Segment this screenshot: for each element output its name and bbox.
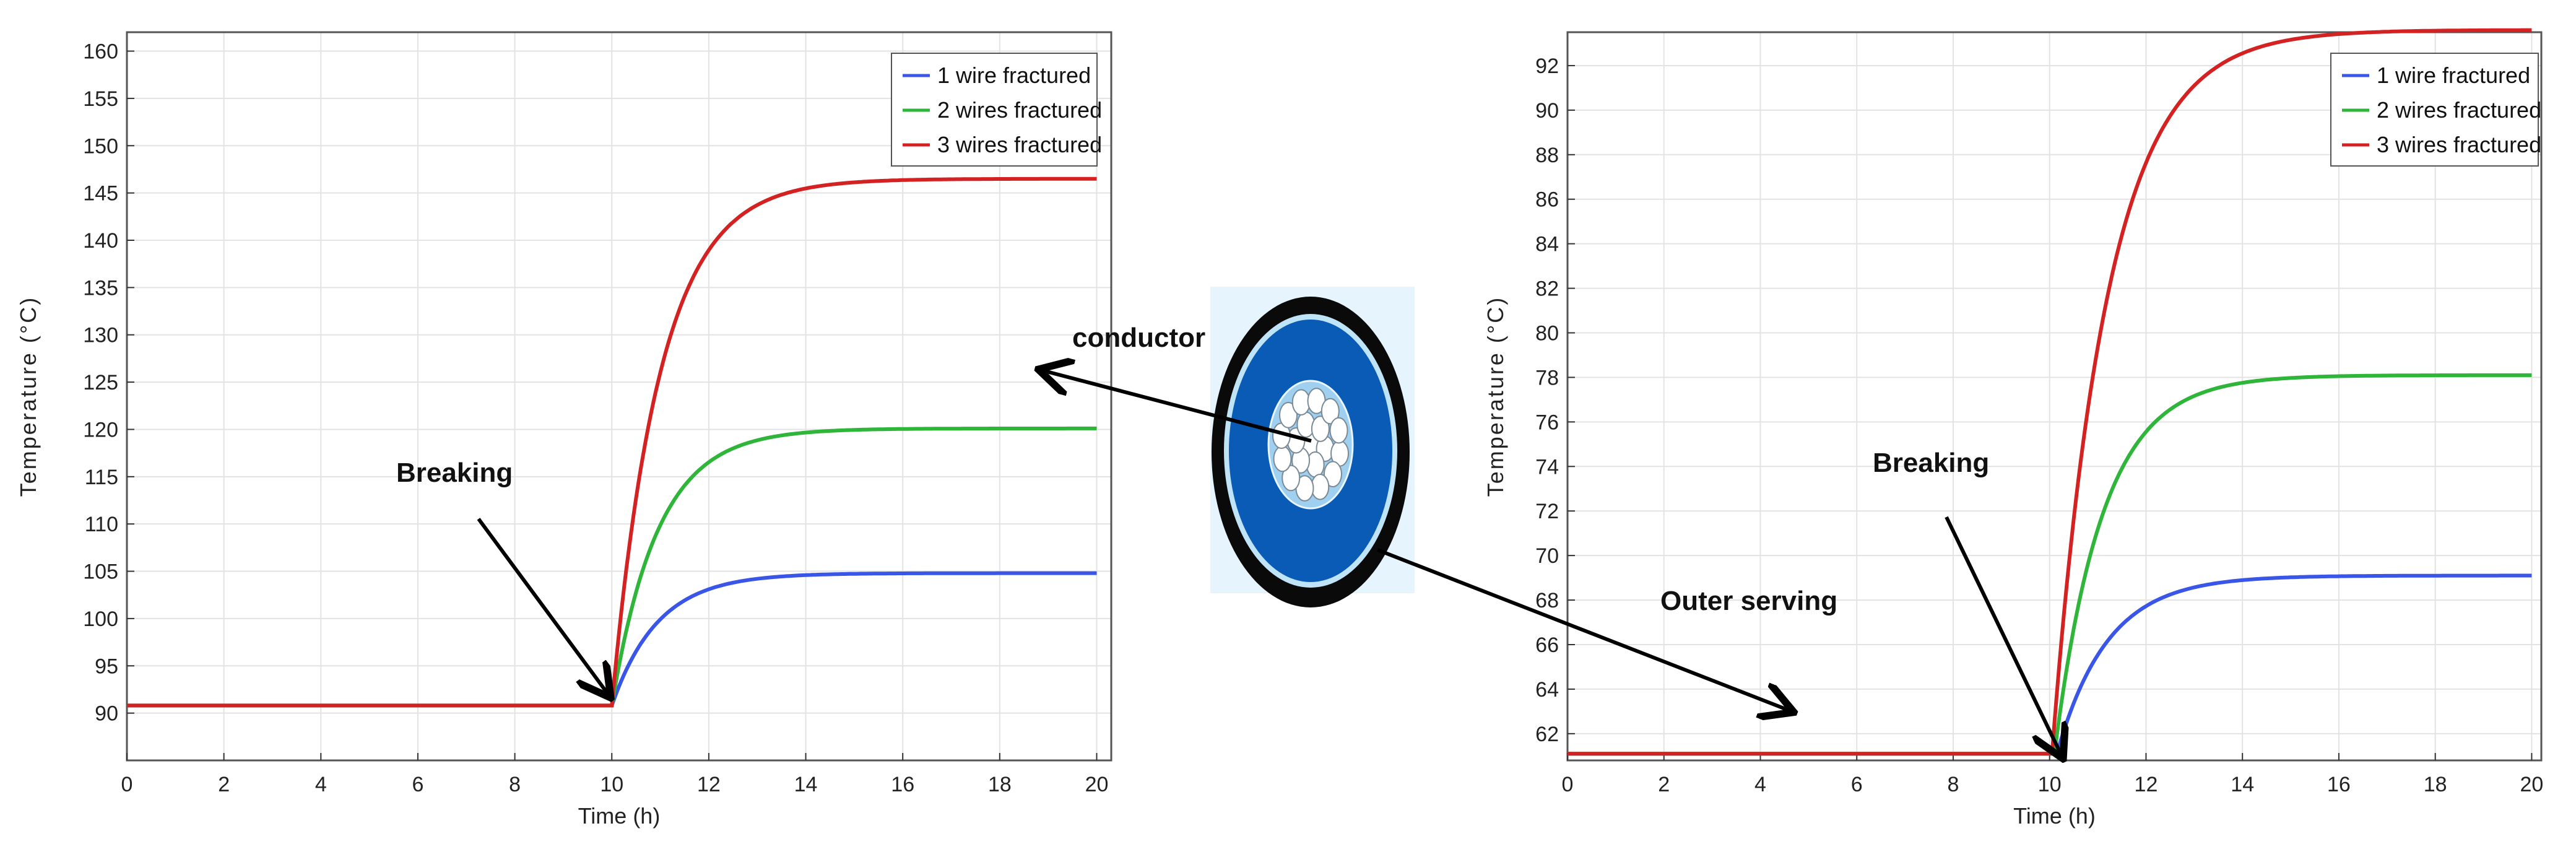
right-y-axis-label: Temperature (°C) xyxy=(1483,296,1508,497)
left-series-line-3 xyxy=(127,176,1097,708)
conductor-label: conductor xyxy=(1072,323,1205,353)
x-tick-label: 12 xyxy=(697,773,721,796)
y-tick-label: 145 xyxy=(83,182,118,206)
conductor-strand xyxy=(1323,461,1342,487)
left-y-axis-label: Temperature (°C) xyxy=(15,296,41,497)
x-tick-label: 18 xyxy=(988,773,1012,796)
x-tick-label: 14 xyxy=(2231,773,2254,796)
outer-serving-arrow xyxy=(1376,548,1790,711)
right-x-ticks: 0 2 4 6 8 10 12 14 16 18 20 xyxy=(1562,753,2544,796)
conductor-strand xyxy=(1279,402,1298,429)
conductor-arrow xyxy=(1042,370,1312,443)
y-tick-label: 68 xyxy=(1535,589,1559,612)
x-tick-label: 10 xyxy=(2038,773,2062,796)
y-tick-label: 64 xyxy=(1535,678,1559,702)
x-tick-label: 4 xyxy=(1754,773,1766,796)
left-y-ticks: 90 95 100 105 110 115 120 125 130 135 140 145 150 155… xyxy=(83,40,134,726)
conductor-strand xyxy=(1329,417,1348,444)
y-tick-label: 70 xyxy=(1535,544,1559,568)
y-tick-label: 160 xyxy=(83,40,118,64)
left-legend-label-1-wire: 1 wire fractured xyxy=(937,63,1091,88)
left-legend-label-3-wires: 3 wires fractured xyxy=(937,132,1102,157)
x-tick-label: 4 xyxy=(315,773,327,796)
x-tick-label: 8 xyxy=(1948,773,1959,796)
conductor-strand xyxy=(1291,389,1311,416)
y-tick-label: 135 xyxy=(83,276,118,300)
outer-serving-label: Outer serving xyxy=(1660,586,1837,616)
y-tick-label: 120 xyxy=(83,418,118,442)
y-tick-label: 90 xyxy=(1535,99,1559,123)
x-tick-label: 18 xyxy=(2424,773,2447,796)
conductor-strand xyxy=(1311,473,1330,500)
conductor-strand xyxy=(1273,445,1292,472)
y-tick-label: 130 xyxy=(83,324,118,347)
y-tick-label: 84 xyxy=(1535,233,1559,256)
y-tick-label: 150 xyxy=(83,134,118,158)
left-chart: 0 2 4 6 8 10 12 14 16 18 20 90 95 100 105 110 115 120 125… xyxy=(15,31,1112,829)
x-tick-label: 2 xyxy=(1658,773,1670,796)
left-legend-label-2-wires: 2 wires fractured xyxy=(937,97,1102,123)
x-tick-label: 20 xyxy=(2520,773,2544,796)
x-tick-label: 16 xyxy=(2327,773,2351,796)
left-breaking-arrow xyxy=(477,518,609,695)
y-tick-label: 66 xyxy=(1535,633,1559,657)
conductor-strand xyxy=(1321,398,1340,425)
x-tick-label: 10 xyxy=(600,773,623,796)
x-tick-label: 0 xyxy=(121,773,133,796)
cable-cross-section xyxy=(1210,287,1415,607)
x-tick-label: 6 xyxy=(412,773,423,796)
y-tick-label: 76 xyxy=(1535,411,1559,434)
y-tick-label: 95 xyxy=(95,655,118,678)
conductor-strand xyxy=(1281,464,1301,492)
x-tick-label: 0 xyxy=(1562,773,1574,796)
cable-conductor-strands xyxy=(1272,388,1350,502)
y-tick-label: 86 xyxy=(1535,188,1559,212)
y-tick-label: 110 xyxy=(85,513,118,536)
x-tick-label: 2 xyxy=(218,773,230,796)
x-tick-label: 8 xyxy=(509,773,521,796)
left-x-ticks: 0 2 4 6 8 10 12 14 16 18 20 xyxy=(121,753,1109,796)
x-tick-label: 16 xyxy=(891,773,914,796)
conductor-strand xyxy=(1311,415,1330,442)
left-series-lines xyxy=(127,176,1097,708)
left-breaking-label: Breaking xyxy=(396,458,513,488)
y-tick-label: 88 xyxy=(1535,144,1559,167)
y-tick-label: 78 xyxy=(1535,366,1559,389)
right-x-axis-label: Time (h) xyxy=(2013,803,2096,829)
left-legend: 1 wire fractured 2 wires fractured 3 wir… xyxy=(891,53,1102,167)
right-legend-label-1-wire: 1 wire fractured xyxy=(2377,63,2530,88)
annotations: Breaking Breaking conductor Outer servin… xyxy=(396,323,2062,755)
y-tick-label: 100 xyxy=(83,607,118,631)
right-legend: 1 wire fractured 2 wires fractured 3 wir… xyxy=(2330,53,2541,167)
right-breaking-label: Breaking xyxy=(1873,448,1989,478)
x-tick-label: 20 xyxy=(1085,773,1109,796)
left-plot-frame xyxy=(126,31,1112,762)
y-tick-label: 155 xyxy=(83,87,118,111)
x-tick-label: 12 xyxy=(2135,773,2158,796)
y-tick-label: 90 xyxy=(95,702,118,726)
y-tick-label: 80 xyxy=(1535,322,1559,346)
left-x-axis-label: Time (h) xyxy=(578,803,661,829)
y-tick-label: 62 xyxy=(1535,723,1559,746)
right-legend-label-2-wires: 2 wires fractured xyxy=(2377,97,2541,123)
x-tick-label: 6 xyxy=(1851,773,1863,796)
y-tick-label: 105 xyxy=(83,560,118,584)
y-tick-label: 92 xyxy=(1535,54,1559,78)
right-y-ticks: 62 64 66 68 70 72 74 76 78 80 82 84 86 88 90 92 xyxy=(1535,54,1575,746)
y-tick-label: 125 xyxy=(83,371,118,394)
right-breaking-arrow xyxy=(1945,516,2062,755)
y-tick-label: 74 xyxy=(1535,455,1559,479)
y-tick-label: 82 xyxy=(1535,277,1559,301)
y-tick-label: 72 xyxy=(1535,500,1559,523)
y-tick-label: 115 xyxy=(85,466,118,489)
right-legend-label-3-wires: 3 wires fractured xyxy=(2377,132,2541,157)
x-tick-label: 14 xyxy=(794,773,818,796)
y-tick-label: 140 xyxy=(83,229,118,253)
right-chart: 0 2 4 6 8 10 12 14 16 18 20 6264666870727476788082… xyxy=(1483,28,2544,829)
